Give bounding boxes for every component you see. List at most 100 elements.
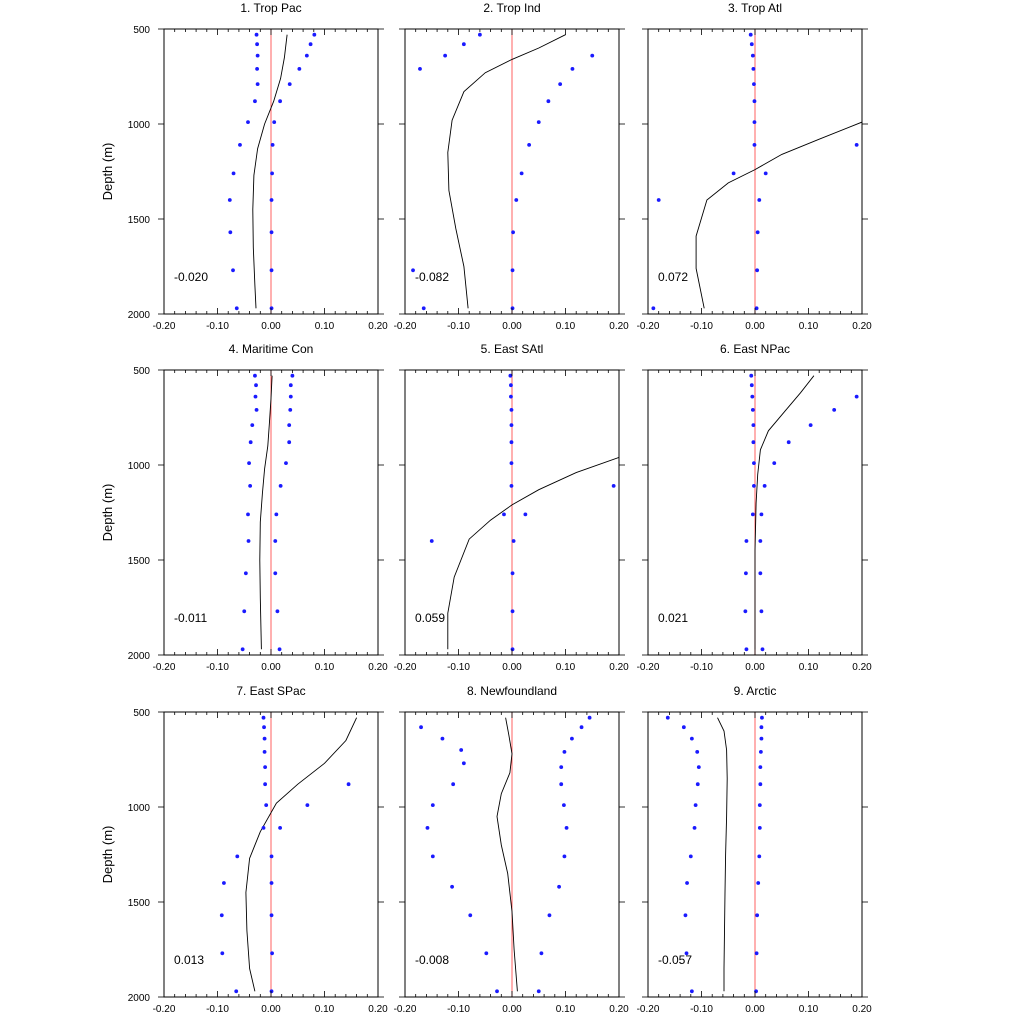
lower-bound-point [425, 826, 430, 830]
y-tick-label: 2000 [128, 651, 151, 662]
upper-bound-point [269, 913, 274, 918]
lower-bound-point [752, 484, 756, 488]
lower-bound-point [234, 989, 239, 994]
lower-bound-point [509, 423, 514, 427]
lower-bound-point [651, 306, 656, 311]
x-tick-label: -0.10 [690, 1004, 713, 1015]
upper-bound-point [808, 423, 813, 427]
lower-bound-point [509, 461, 514, 465]
upper-bound-point [755, 268, 760, 273]
x-tick-label: 0.10 [556, 321, 576, 332]
lower-bound-point [692, 826, 697, 830]
x-tick-label: -0.20 [394, 662, 417, 673]
panel-title: 8. Newfoundland [467, 684, 557, 698]
upper-bound-point [757, 854, 762, 859]
lower-bound-point [689, 736, 694, 741]
x-tick-label: 0.20 [852, 1004, 872, 1015]
profile-line [754, 375, 815, 650]
x-tick-label: -0.10 [690, 321, 713, 332]
y-axis-label: Depth (m) [100, 484, 115, 542]
lower-bound-point [254, 383, 258, 388]
x-tick-label: 0.00 [261, 1004, 281, 1015]
upper-bound-point [269, 989, 274, 994]
lower-bound-point [689, 989, 694, 994]
upper-bound-point [270, 171, 274, 176]
lower-bound-point [750, 394, 755, 399]
upper-bound-point [561, 803, 566, 807]
lower-bound-point [695, 750, 700, 754]
x-tick-label: -0.20 [637, 321, 660, 332]
upper-bound-point [759, 609, 764, 614]
upper-bound-point [269, 230, 274, 235]
upper-bound-point [275, 609, 280, 614]
lower-bound-point [262, 750, 267, 754]
lower-bound-point [751, 423, 756, 427]
lower-bound-point [238, 143, 242, 147]
lower-bound-point [222, 881, 226, 885]
y-tick-label: 1000 [128, 803, 151, 814]
lower-bound-point [748, 32, 753, 37]
lower-bound-point [443, 53, 448, 58]
lower-bound-point [752, 99, 757, 104]
lower-bound-point [411, 268, 415, 273]
lower-bound-point [430, 803, 435, 807]
upper-bound-point [273, 571, 278, 576]
lower-bound-point [752, 120, 757, 124]
profile-line [252, 34, 288, 309]
x-tick-label: 0.10 [799, 662, 819, 673]
upper-bound-point [273, 539, 278, 543]
x-tick-label: 0.00 [502, 1004, 522, 1015]
upper-bound-point [759, 736, 764, 741]
upper-bound-point [539, 951, 544, 956]
x-tick-label: -0.20 [153, 662, 176, 673]
upper-bound-point [756, 881, 761, 885]
upper-bound-point [278, 826, 282, 830]
x-tick-label: 0.20 [852, 662, 872, 673]
lower-bound-point [749, 42, 754, 47]
x-tick-label: 0.00 [745, 321, 765, 332]
lower-bound-point [750, 53, 755, 58]
profile-line [717, 717, 728, 992]
upper-bound-point [758, 539, 763, 543]
lower-bound-point [744, 571, 748, 576]
upper-bound-point [758, 782, 763, 787]
x-tick-label: 0.20 [609, 1004, 629, 1015]
lower-bound-point [231, 171, 236, 176]
upper-bound-point [754, 306, 759, 311]
x-tick-label: 0.00 [261, 321, 281, 332]
lower-bound-point [461, 761, 466, 766]
x-tick-label: -0.10 [690, 662, 713, 673]
upper-bound-point [269, 306, 274, 311]
upper-bound-point [288, 408, 293, 412]
upper-bound-point [590, 53, 595, 58]
upper-bound-point [305, 803, 310, 807]
lower-bound-point [665, 715, 670, 720]
lower-bound-point [440, 736, 445, 741]
upper-bound-point [270, 951, 274, 956]
lower-bound-point [240, 647, 245, 652]
x-tick-label: -0.20 [637, 1004, 660, 1015]
lower-bound-point [693, 803, 698, 807]
lower-bound-point [262, 736, 267, 741]
lower-bound-point [751, 67, 756, 71]
x-tick-label: -0.10 [447, 321, 470, 332]
upper-bound-point [284, 461, 288, 465]
upper-bound-point [760, 647, 765, 652]
upper-bound-point [287, 82, 292, 86]
panel-3: -0.20 -0.10 0.00 0.10 0.20 3. Trop Atl 0.072 [637, 1, 873, 332]
panel-annotation: 0.072 [658, 270, 688, 284]
panel-title: 7. East SPac [236, 684, 305, 698]
x-tick-label: -0.20 [637, 662, 660, 673]
panel-title: 2. Trop Ind [483, 1, 540, 15]
x-tick-label: -0.10 [206, 321, 229, 332]
lower-bound-point [683, 913, 688, 918]
lower-bound-point [243, 571, 248, 576]
lower-bound-point [246, 512, 250, 517]
x-tick-label: 0.00 [261, 662, 281, 673]
x-tick-label: 0.10 [799, 321, 819, 332]
lower-bound-point [248, 484, 253, 488]
upper-bound-point [557, 884, 561, 889]
y-axis-label: Depth (m) [100, 143, 115, 201]
lower-bound-point [246, 120, 250, 124]
